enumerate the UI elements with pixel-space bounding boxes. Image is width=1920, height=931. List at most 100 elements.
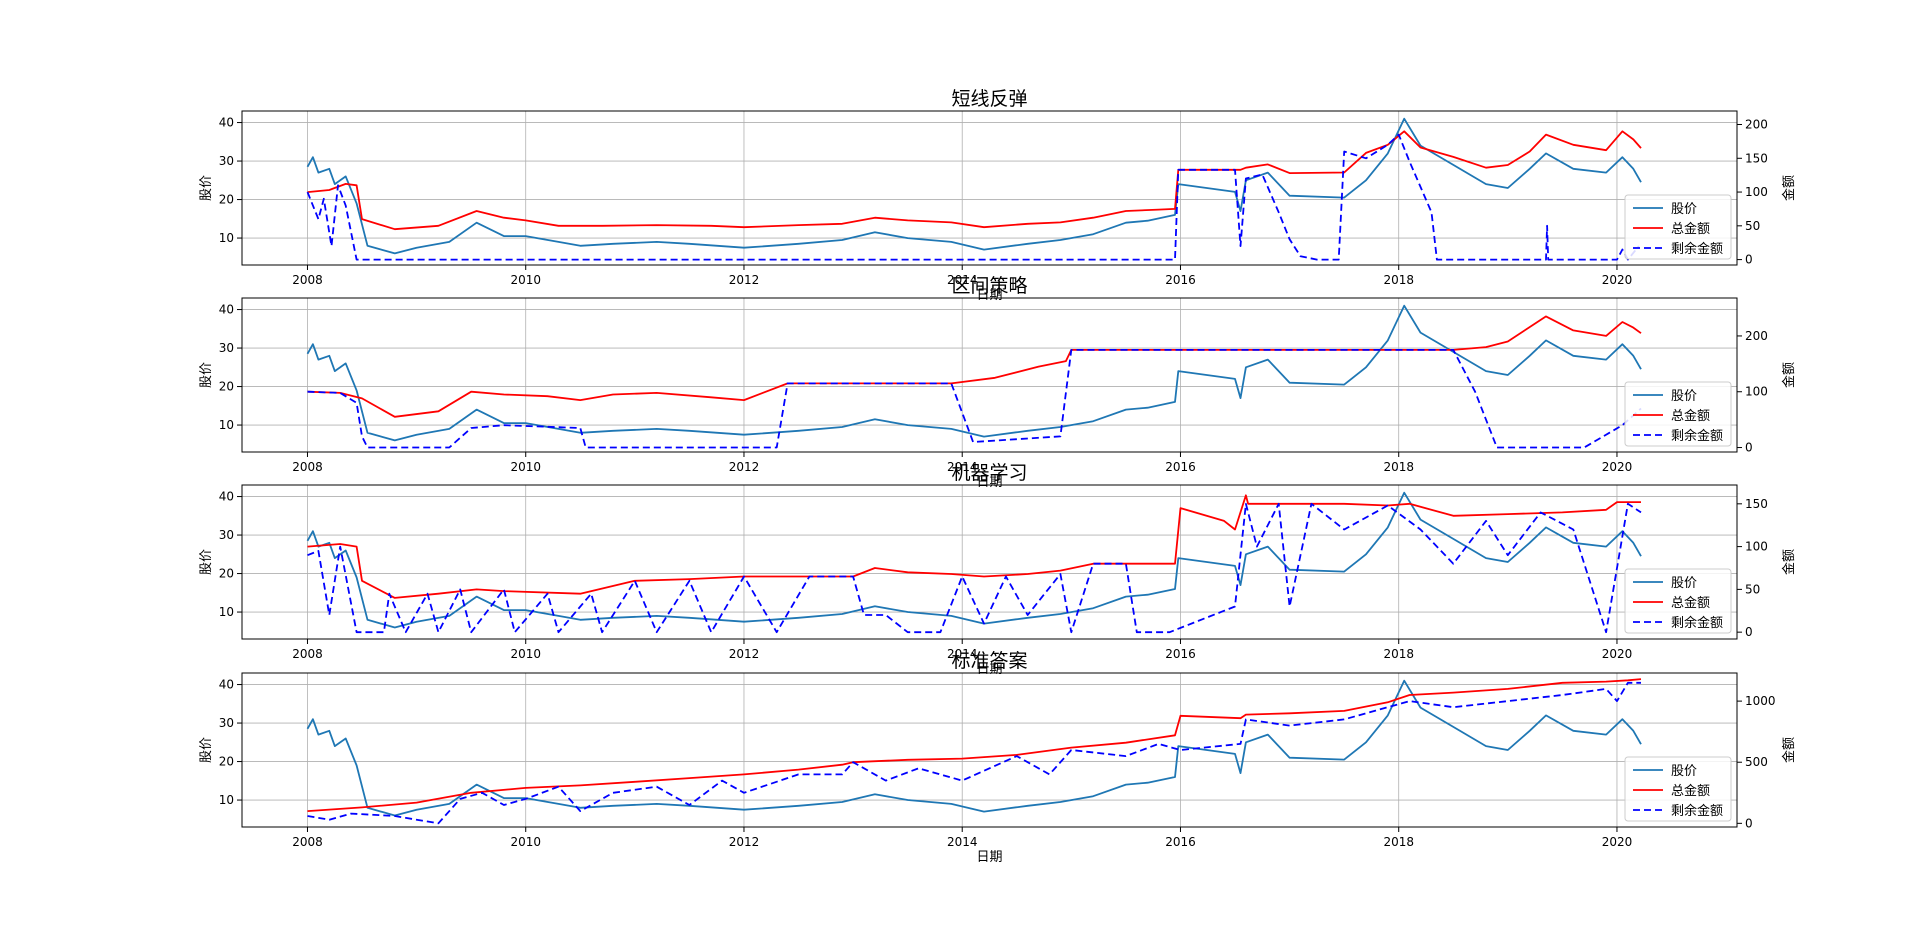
- y-tick-label: 10: [219, 793, 234, 807]
- legend-label: 总金额: [1671, 595, 1710, 611]
- x-axis-label: 日期: [976, 475, 1002, 490]
- chart-panel-3: 2008 2010 2012 2014 2016 2018 2020 10 20 30 40 0 50 1…: [199, 462, 1797, 677]
- series-line-2: [307, 494, 1641, 599]
- y-right-tick-label: 200: [1745, 118, 1768, 132]
- y-axis-label: 股价: [199, 737, 214, 763]
- y-right-axis-label: 金额: [1781, 362, 1797, 388]
- legend-label: 剩余金额: [1671, 615, 1723, 631]
- x-tick-label: 2010: [510, 835, 541, 849]
- x-tick-label: 2014: [947, 647, 978, 661]
- legend-frame: [1624, 756, 1732, 822]
- x-tick-label: 2020: [1602, 647, 1633, 661]
- x-tick-label: 2016: [1165, 835, 1196, 849]
- legend-label: 总金额: [1671, 408, 1710, 424]
- chart-title: 短线反弹: [951, 88, 1027, 110]
- chart-title: 区间策略: [951, 275, 1027, 297]
- chart-panel-2: 2008 2010 2012 2014 2016 2018 2020 10 20 30 40 0 100…: [199, 275, 1797, 490]
- series-line-1: [306, 679, 1642, 817]
- y-tick-label: 30: [219, 341, 234, 355]
- legend-label: 股价: [1671, 764, 1697, 779]
- x-tick-label: 2014: [947, 273, 978, 287]
- x-tick-label: 2014: [947, 835, 978, 849]
- y-right-tick-label: 0: [1745, 253, 1753, 267]
- y-right-axis-label: 金额: [1781, 737, 1797, 763]
- series-line-3: [307, 349, 1642, 449]
- axes-frame: [241, 297, 1738, 453]
- y-right-tick-label: 0: [1745, 625, 1753, 639]
- y-right-tick-label: 150: [1745, 151, 1768, 165]
- y-right-axis-label: 金额: [1781, 175, 1797, 201]
- x-tick-label: 2012: [729, 273, 760, 287]
- y-axis-label: 股价: [199, 175, 214, 201]
- x-tick-label: 2008: [292, 460, 323, 474]
- axes-frame: [241, 484, 1738, 640]
- series-line-3: [307, 681, 1641, 825]
- x-tick-label: 2016: [1165, 273, 1196, 287]
- series-line-1: [306, 491, 1642, 629]
- x-tick-label: 2016: [1165, 647, 1196, 661]
- y-tick-label: 40: [219, 678, 234, 692]
- y-right-tick-label: 100: [1745, 185, 1768, 199]
- x-tick-label: 2018: [1383, 647, 1414, 661]
- series-line-2: [307, 315, 1642, 418]
- y-right-tick-label: 0: [1745, 816, 1753, 830]
- y-tick-label: 10: [219, 418, 234, 432]
- legend-label: 总金额: [1671, 221, 1710, 237]
- y-tick-label: 20: [219, 755, 234, 769]
- y-tick-label: 10: [219, 605, 234, 619]
- y-axis-label: 股价: [199, 362, 214, 388]
- x-tick-label: 2012: [729, 647, 760, 661]
- chart-title: 机器学习: [951, 462, 1027, 484]
- y-right-axis-label: 金额: [1781, 549, 1797, 575]
- y-right-tick-label: 50: [1745, 582, 1760, 596]
- y-right-tick-label: 150: [1745, 497, 1768, 511]
- legend-label: 剩余金额: [1671, 428, 1723, 444]
- y-tick-label: 20: [219, 567, 234, 581]
- series-line-1: [306, 304, 1642, 442]
- series-line-3: [306, 133, 1640, 261]
- x-tick-label: 2018: [1383, 273, 1414, 287]
- x-tick-label: 2018: [1383, 460, 1414, 474]
- legend-label: 股价: [1671, 576, 1697, 591]
- y-right-tick-label: 0: [1745, 441, 1753, 455]
- y-right-tick-label: 500: [1745, 755, 1768, 769]
- x-tick-label: 2012: [729, 460, 760, 474]
- y-tick-label: 40: [219, 116, 234, 130]
- y-axis-label: 股价: [199, 549, 214, 575]
- y-tick-label: 30: [219, 716, 234, 730]
- axes-frame: [241, 110, 1738, 266]
- x-axis-label: 日期: [976, 850, 1002, 865]
- x-axis-label: 日期: [976, 288, 1002, 303]
- y-right-tick-label: 1000: [1745, 694, 1776, 708]
- series-line-2: [307, 130, 1642, 231]
- y-tick-label: 30: [219, 154, 234, 168]
- x-tick-label: 2020: [1602, 835, 1633, 849]
- x-tick-label: 2010: [510, 647, 541, 661]
- legend-label: 股价: [1671, 389, 1697, 404]
- x-tick-label: 2010: [510, 460, 541, 474]
- legend-frame: [1624, 194, 1732, 260]
- y-right-tick-label: 50: [1745, 219, 1760, 233]
- legend-label: 剩余金额: [1671, 803, 1723, 819]
- y-tick-label: 40: [219, 490, 234, 504]
- legend-label: 剩余金额: [1671, 241, 1723, 257]
- y-tick-label: 40: [219, 303, 234, 317]
- axes-frame: [241, 672, 1738, 828]
- y-right-tick-label: 100: [1745, 540, 1768, 554]
- series-line-1: [306, 117, 1642, 255]
- legend-label: 股价: [1671, 202, 1697, 217]
- x-tick-label: 2016: [1165, 460, 1196, 474]
- x-tick-label: 2008: [292, 647, 323, 661]
- y-right-tick-label: 100: [1745, 385, 1768, 399]
- x-tick-label: 2020: [1602, 273, 1633, 287]
- series-line-3: [307, 502, 1642, 634]
- legend-frame: [1624, 381, 1732, 447]
- x-tick-label: 2008: [292, 835, 323, 849]
- x-tick-label: 2010: [510, 273, 541, 287]
- x-tick-label: 2014: [947, 460, 978, 474]
